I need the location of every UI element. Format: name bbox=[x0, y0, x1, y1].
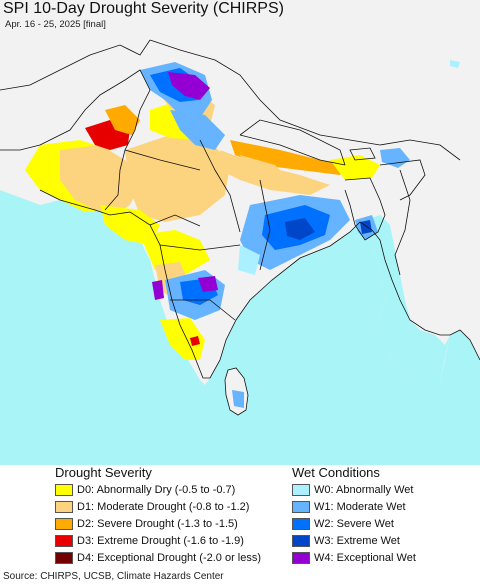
nepal-north bbox=[239, 119, 346, 166]
swatch-w4 bbox=[292, 552, 310, 564]
d1-east bbox=[240, 155, 290, 190]
legend-item-w2: W2: Severe Wet bbox=[292, 517, 394, 531]
borders bbox=[0, 39, 461, 321]
w4-kashmir bbox=[168, 72, 210, 100]
legend-label-d1: D1: Moderate Drought (-0.8 to -1.2) bbox=[77, 501, 250, 513]
legend-item-d1: D1: Moderate Drought (-0.8 to -1.2) bbox=[55, 500, 249, 514]
swatch-d4 bbox=[55, 552, 73, 564]
legend-label-d2: D2: Severe Drought (-1.3 to -1.5) bbox=[77, 518, 238, 530]
wet-legend-heading: Wet Conditions bbox=[292, 465, 380, 480]
state-5 bbox=[259, 179, 271, 271]
legend-item-d0: D0: Abnormally Dry (-0.5 to -0.7) bbox=[55, 483, 235, 497]
source-credit: Source: CHIRPS, UCSB, Climate Hazards Ce… bbox=[3, 571, 224, 582]
bay-of-bengal bbox=[360, 215, 450, 395]
map-title: SPI 10-Day Drought Severity (CHIRPS) bbox=[3, 0, 284, 17]
china-border bbox=[149, 39, 461, 161]
legend-label-w4: W4: Exceptional Wet bbox=[314, 552, 416, 564]
w3-eastern-india bbox=[285, 218, 315, 240]
state-6 bbox=[124, 149, 201, 171]
drought-map bbox=[0, 0, 480, 465]
legend-item-w4: W4: Exceptional Wet bbox=[292, 551, 416, 565]
w4-deccan-b bbox=[198, 276, 218, 292]
d0-south bbox=[160, 318, 205, 360]
d2-ganges bbox=[230, 140, 345, 175]
w0-eastern-india bbox=[238, 245, 260, 275]
d1-west bbox=[60, 145, 140, 215]
drought-legend-heading: Drought Severity bbox=[55, 465, 152, 480]
w2-bangladesh bbox=[360, 220, 372, 234]
state-2 bbox=[199, 139, 241, 233]
swatch-d2 bbox=[55, 518, 73, 530]
legend-label-w2: W2: Severe Wet bbox=[314, 518, 394, 530]
legend-label-d0: D0: Abnormally Dry (-0.5 to -0.7) bbox=[77, 484, 236, 496]
swatch-d3 bbox=[55, 535, 73, 547]
legend-label-w3: W3: Extreme Wet bbox=[314, 535, 400, 547]
w1-assam bbox=[380, 148, 410, 168]
ne-india bbox=[379, 159, 426, 201]
d0-central-south bbox=[140, 230, 210, 275]
nepal-border bbox=[239, 134, 346, 166]
state-3 bbox=[159, 244, 241, 251]
coastline bbox=[39, 189, 480, 379]
iran-border bbox=[0, 144, 41, 151]
legend-item-w0: W0: Abnormally Wet bbox=[292, 483, 413, 497]
pakistan-border bbox=[39, 69, 151, 211]
state-1 bbox=[149, 214, 201, 227]
d1-central bbox=[125, 135, 230, 222]
w1-sri-lanka bbox=[232, 390, 244, 408]
d3-south bbox=[190, 336, 200, 346]
w4-deccan-a bbox=[152, 280, 164, 300]
legend-label-w0: W0: Abnormally Wet bbox=[314, 484, 414, 496]
state-4 bbox=[170, 299, 236, 321]
w1-himalaya bbox=[170, 110, 225, 150]
legend-label-d4: D4: Exceptional Drought (-2.0 or less) bbox=[77, 552, 262, 564]
myanmar-border bbox=[394, 169, 411, 276]
swatch-w0 bbox=[292, 484, 310, 496]
bhutan bbox=[349, 147, 376, 161]
map-subtitle: Apr. 16 - 25, 2025 [final] bbox=[5, 19, 106, 30]
d2-pakistan bbox=[105, 105, 140, 135]
legend-label-d3: D3: Extreme Drought (-1.6 to -1.9) bbox=[77, 535, 244, 547]
d0-northeast bbox=[330, 155, 380, 180]
swatch-w3 bbox=[292, 535, 310, 547]
swatch-d1 bbox=[55, 501, 73, 513]
swatch-w1 bbox=[292, 501, 310, 513]
w0-tibet bbox=[450, 60, 460, 68]
bangladesh-border bbox=[344, 177, 386, 241]
legend-item-d3: D3: Extreme Drought (-1.6 to -1.9) bbox=[55, 534, 244, 548]
arabian-sea bbox=[0, 190, 480, 465]
swatch-w2 bbox=[292, 518, 310, 530]
legend-label-w1: W1: Moderate Wet bbox=[314, 501, 406, 513]
map-svg bbox=[0, 0, 480, 465]
legend-item-d2: D2: Severe Drought (-1.3 to -1.5) bbox=[55, 517, 238, 531]
legend: Drought Severity D0: Abnormally Dry (-0.… bbox=[0, 465, 480, 570]
legend-item-d4: D4: Exceptional Drought (-2.0 or less) bbox=[55, 551, 261, 565]
afghanistan-border bbox=[0, 39, 151, 91]
swatch-d0 bbox=[55, 484, 73, 496]
legend-item-w3: W3: Extreme Wet bbox=[292, 534, 400, 548]
legend-item-w1: W1: Moderate Wet bbox=[292, 500, 406, 514]
